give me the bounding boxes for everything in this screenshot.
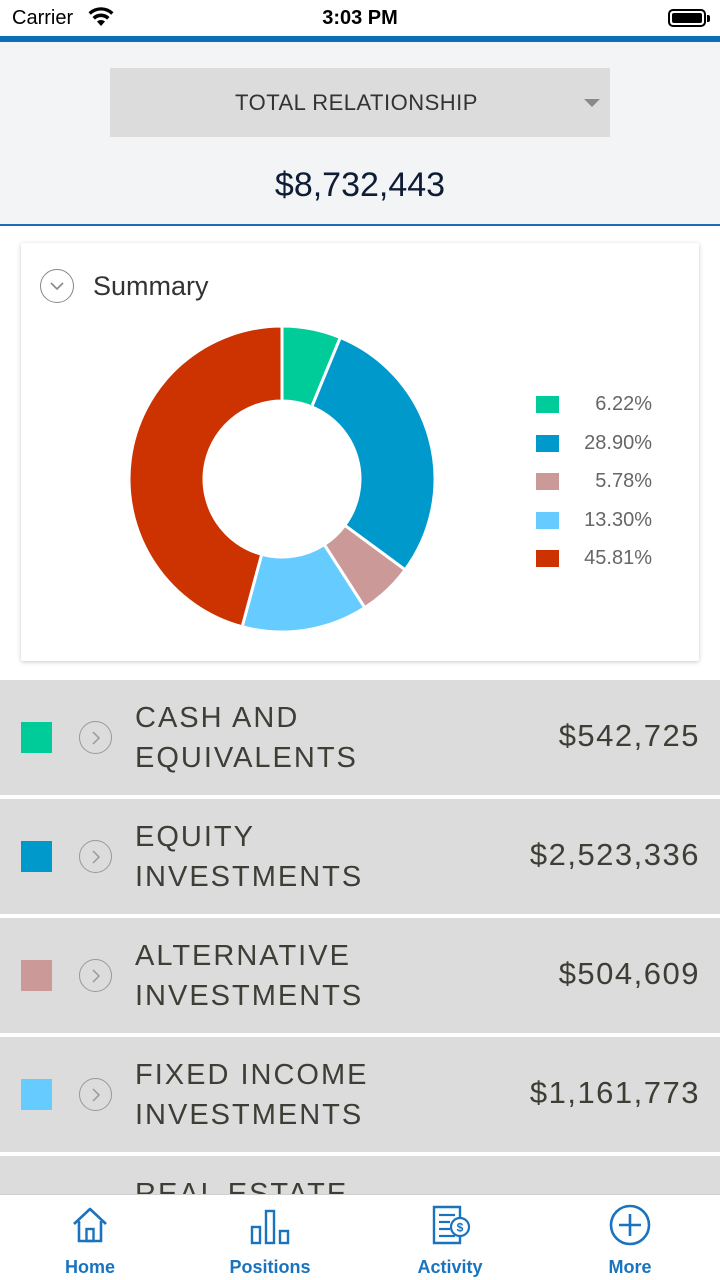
category-value: $1,161,773 xyxy=(529,1075,700,1110)
legend-swatch xyxy=(536,473,559,490)
category-name: FIXED INCOME INVESTMENTS xyxy=(135,1059,369,1131)
carrier-label: Carrier xyxy=(12,7,74,29)
tab-positions[interactable]: Positions xyxy=(180,1195,360,1280)
plus-circle-icon xyxy=(609,1204,651,1246)
legend-item: 45.81% xyxy=(536,544,676,583)
chart-legend: 6.22% 28.90% 5.78% 13.30% 45.81% xyxy=(536,390,676,583)
tab-home[interactable]: Home xyxy=(0,1195,180,1280)
asset-category-list: CASH AND EQUIVALENTS $542,725 EQUITY INVES… xyxy=(0,680,720,1275)
tab-activity-label: Activity xyxy=(417,1257,483,1277)
relationship-dropdown[interactable]: TOTAL RELATIONSHIP xyxy=(110,68,610,137)
expand-category-button[interactable] xyxy=(79,840,112,873)
legend-percent: 13.30% xyxy=(584,508,652,531)
category-value: $2,523,336 xyxy=(529,837,700,872)
asset-category-row[interactable]: ALTERNATIVE INVESTMENTS $504,609 xyxy=(0,918,720,1033)
asset-category-row[interactable]: CASH AND EQUIVALENTS $542,725 xyxy=(0,680,720,795)
legend-swatch xyxy=(536,550,559,567)
category-name: EQUITY INVESTMENTS xyxy=(135,821,364,893)
category-color-swatch xyxy=(21,841,52,872)
asset-category-row[interactable]: EQUITY INVESTMENTS $2,523,336 xyxy=(0,799,720,914)
tab-activity[interactable]: $ Activity xyxy=(360,1195,540,1280)
category-color-swatch xyxy=(21,1079,52,1110)
category-value: $542,725 xyxy=(558,718,700,753)
tab-home-label: Home xyxy=(64,1257,115,1277)
bottom-tab-bar: Home Positions $ Activity More xyxy=(0,1194,720,1280)
legend-item: 28.90% xyxy=(536,429,676,468)
chevron-right-icon xyxy=(92,731,101,745)
activity-document-icon: $ xyxy=(432,1205,471,1245)
legend-swatch xyxy=(536,511,559,529)
allocation-donut-chart xyxy=(127,324,437,634)
donut-slice-5 xyxy=(127,324,284,629)
chevron-right-icon xyxy=(92,1088,101,1102)
category-value: $504,609 xyxy=(558,956,700,991)
legend-percent: 45.81% xyxy=(584,547,652,569)
donut-slice-2 xyxy=(309,335,437,572)
clock: 3:03 PM xyxy=(322,7,398,29)
chevron-right-icon xyxy=(92,969,101,983)
relationship-dropdown-label: TOTAL RELATIONSHIP xyxy=(235,90,478,115)
chevron-right-icon xyxy=(92,850,101,864)
summary-card: Summary 6.22% 28.90% 5.78% 13.30% 45.81% xyxy=(21,243,699,661)
legend-item: 6.22% xyxy=(536,390,676,429)
expand-category-button[interactable] xyxy=(79,721,112,754)
status-bar: Carrier 3:03 PM xyxy=(0,0,720,36)
expand-category-button[interactable] xyxy=(79,959,112,992)
total-value: $8,732,443 xyxy=(274,166,446,204)
tab-positions-label: Positions xyxy=(229,1257,311,1277)
legend-swatch xyxy=(536,396,559,413)
svg-text:$: $ xyxy=(457,1221,464,1235)
summary-title: Summary xyxy=(93,271,209,301)
wifi-icon xyxy=(88,7,114,26)
expand-category-button[interactable] xyxy=(79,1078,112,1111)
collapse-toggle-button[interactable] xyxy=(40,269,74,303)
home-icon xyxy=(73,1207,107,1243)
legend-item: 5.78% xyxy=(536,467,676,506)
legend-percent: 28.90% xyxy=(584,431,652,454)
battery-icon xyxy=(668,9,710,27)
nav-accent-line xyxy=(0,36,720,42)
category-name: CASH AND EQUIVALENTS xyxy=(135,702,358,774)
category-color-swatch xyxy=(21,960,52,991)
relationship-header: TOTAL RELATIONSHIP $8,732,443 xyxy=(0,42,720,226)
legend-percent: 6.22% xyxy=(595,393,652,415)
tab-more-label: More xyxy=(608,1257,652,1277)
chevron-down-icon xyxy=(50,282,64,291)
legend-item: 13.30% xyxy=(536,506,676,545)
tab-more[interactable]: More xyxy=(540,1195,720,1280)
category-name: ALTERNATIVE INVESTMENTS xyxy=(135,940,364,1012)
caret-down-icon xyxy=(584,99,600,107)
legend-percent: 5.78% xyxy=(595,470,652,492)
category-color-swatch xyxy=(21,722,52,753)
asset-category-row[interactable]: FIXED INCOME INVESTMENTS $1,161,773 xyxy=(0,1037,720,1152)
legend-swatch xyxy=(536,434,559,452)
bar-chart-icon xyxy=(250,1209,290,1245)
